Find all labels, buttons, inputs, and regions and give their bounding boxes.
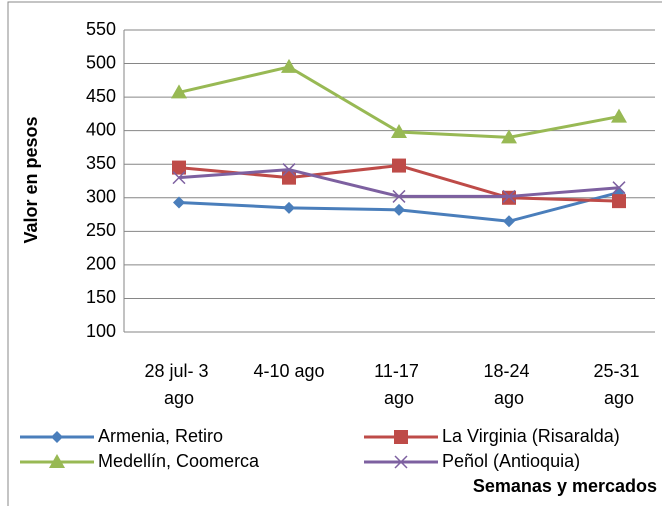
chart-border	[7, 1, 662, 506]
x-tick-label: 25-31 ago	[593, 361, 644, 408]
marker	[502, 189, 516, 203]
x-tick-label: 4-10 ago	[253, 361, 324, 381]
marker	[173, 196, 185, 209]
marker	[393, 203, 405, 216]
marker	[282, 170, 296, 185]
y-tick-label: 200	[86, 254, 116, 274]
x-tick-label: 11-17 ago	[374, 361, 424, 408]
y-tick-label: 300	[86, 187, 116, 207]
marker	[501, 129, 517, 144]
y-tick-label: 450	[86, 86, 116, 106]
legend-label: Peñol (Antioquia)	[442, 451, 580, 471]
legend-marker	[394, 455, 408, 469]
legend-marker	[394, 430, 408, 444]
marker	[611, 108, 627, 123]
y-tick-label: 550	[86, 19, 116, 39]
marker	[282, 163, 296, 177]
x-tick-label: 18-24 ago	[483, 361, 534, 408]
marker	[503, 215, 515, 228]
legend-label: Medellín, Coomerca	[98, 451, 260, 471]
legend-marker	[51, 431, 63, 443]
marker	[612, 194, 626, 209]
legend-label: Armenia, Retiro	[98, 426, 223, 446]
legend-label: La Virginia (Risaralda)	[442, 426, 620, 446]
x-axis-title: Semanas y mercados	[473, 476, 657, 496]
marker	[172, 171, 186, 185]
y-axis-title: Valor en pesos	[21, 116, 41, 243]
y-tick-label: 400	[86, 119, 116, 139]
series-line	[178, 168, 620, 198]
y-tick-label: 150	[86, 287, 116, 307]
marker	[612, 181, 626, 195]
marker	[391, 124, 407, 139]
marker	[171, 84, 187, 99]
marker	[172, 160, 186, 175]
y-tick-label: 350	[86, 153, 116, 173]
marker	[281, 58, 297, 73]
marker	[283, 201, 295, 214]
marker	[392, 158, 406, 173]
x-tick-label: 28 jul- 3 ago	[144, 361, 213, 408]
legend-marker	[49, 454, 65, 468]
y-tick-label: 250	[86, 220, 116, 240]
y-tick-label: 500	[86, 52, 116, 72]
y-tick-label: 100	[86, 321, 116, 341]
marker	[392, 189, 406, 203]
